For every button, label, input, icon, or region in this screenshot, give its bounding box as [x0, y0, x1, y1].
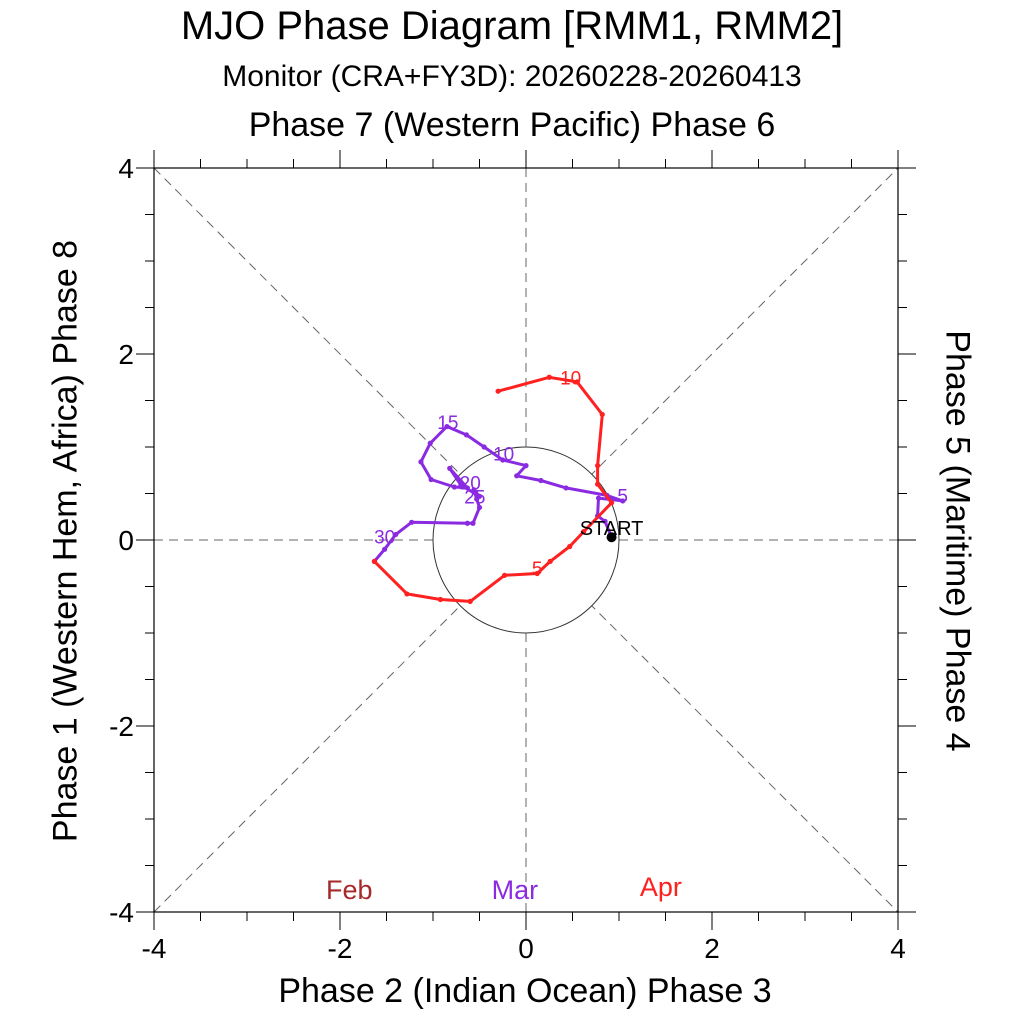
day-label: 10: [560, 368, 581, 389]
start-label: START: [580, 518, 644, 540]
day-label: 30: [374, 527, 395, 548]
data-point: [595, 481, 601, 487]
data-point: [476, 504, 483, 511]
day-label: 5: [617, 486, 628, 507]
y-tick-label: -4: [109, 897, 134, 928]
data-point: [467, 598, 473, 604]
data-point: [474, 496, 480, 502]
y-tick-label: 2: [118, 339, 134, 370]
data-point: [427, 440, 433, 446]
data-point: [481, 444, 487, 450]
month-legend-mar: Mar: [492, 875, 539, 905]
data-point: [404, 591, 410, 597]
x-tick-label: -4: [142, 933, 167, 964]
data-point: [574, 379, 580, 385]
month-legend-feb: Feb: [326, 875, 373, 905]
data-point: [602, 518, 608, 525]
data-point: [444, 423, 450, 430]
data-point: [409, 519, 415, 525]
data-point: [502, 572, 508, 578]
data-point: [451, 484, 457, 490]
data-point: [495, 388, 501, 394]
x-tick-label: 0: [518, 933, 534, 964]
chart-title: MJO Phase Diagram [RMM1, RMM2]: [180, 4, 844, 48]
data-point: [371, 558, 378, 564]
data-point: [471, 487, 477, 493]
y-tick-label: 0: [118, 525, 134, 556]
data-point: [563, 485, 569, 491]
data-point: [418, 459, 424, 465]
data-point: [382, 546, 388, 552]
data-point: [538, 477, 544, 484]
data-point: [546, 374, 552, 380]
data-point: [500, 457, 506, 463]
data-point: [463, 432, 470, 438]
data-point: [595, 463, 601, 469]
data-point: [595, 495, 602, 501]
data-point: [437, 596, 444, 603]
x-tick-label: 2: [704, 933, 720, 964]
data-point: [428, 476, 434, 483]
x-axis-label: Phase 2 (Indian Ocean) Phase 3: [278, 972, 772, 1010]
data-point: [534, 570, 540, 577]
data-point: [523, 463, 529, 469]
data-point: [393, 531, 399, 538]
data-point: [514, 473, 520, 479]
data-point: [581, 529, 587, 535]
chart-subtitle: Monitor (CRA+FY3D): 20260228-20260413: [222, 60, 802, 93]
series-line-apr: [373, 375, 614, 603]
top-phase-label: Phase 7 (Western Pacific) Phase 6: [248, 106, 776, 144]
data-point: [470, 520, 476, 526]
month-legend-apr: Apr: [640, 872, 682, 902]
start-marker: [606, 532, 617, 543]
unit-circle: [432, 446, 620, 634]
data-point: [464, 485, 471, 491]
data-point: [567, 543, 573, 550]
day-label: 10: [493, 445, 514, 466]
data-point: [447, 465, 453, 471]
data-point: [547, 558, 553, 564]
day-label: 5: [532, 559, 543, 580]
y-tick-label: -2: [109, 711, 134, 742]
x-tick-label: -2: [328, 933, 353, 964]
data-point: [608, 500, 615, 506]
day-label: 25: [464, 487, 485, 508]
x-tick-label: 4: [890, 933, 906, 964]
data-point: [458, 482, 464, 488]
tick-marks: [136, 150, 916, 930]
y-tick-label: 4: [118, 153, 134, 184]
data-point: [464, 520, 471, 526]
day-label: 20: [460, 473, 481, 494]
data-point: [599, 411, 605, 418]
data-point: [620, 498, 626, 504]
day-label: 15: [437, 413, 458, 434]
